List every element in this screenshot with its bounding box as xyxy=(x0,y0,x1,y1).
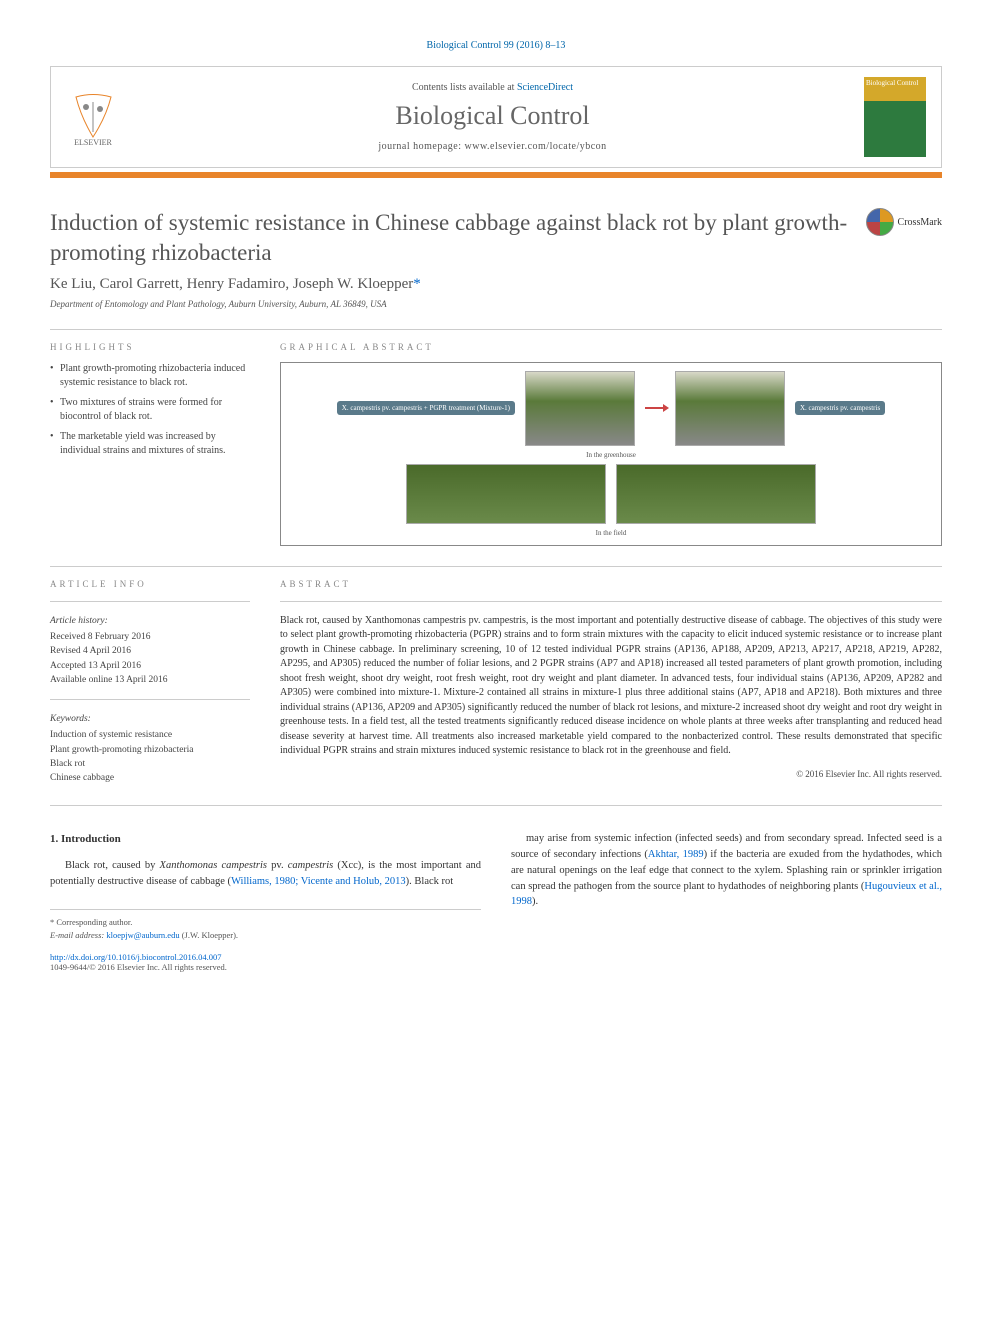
highlight-item: The marketable yield was increased by in… xyxy=(50,430,250,458)
header-reference: Biological Control 99 (2016) 8–13 xyxy=(50,40,942,51)
journal-cover-thumbnail: Biological Control xyxy=(864,77,926,157)
sciencedirect-link[interactable]: ScienceDirect xyxy=(517,82,573,93)
authors-line: Ke Liu, Carol Garrett, Henry Fadamiro, J… xyxy=(50,276,942,293)
ga-field-image-left xyxy=(406,464,606,524)
ga-treatment-label: X. campestris pv. campestris + PGPR trea… xyxy=(337,401,515,415)
highlight-item: Plant growth-promoting rhizobacteria ind… xyxy=(50,362,250,390)
issn-line: 1049-9644/© 2016 Elsevier Inc. All right… xyxy=(50,962,942,972)
history-label: Article history: xyxy=(50,614,250,628)
orange-divider-bar xyxy=(50,172,942,178)
graphical-abstract-label: GRAPHICAL ABSTRACT xyxy=(280,342,942,352)
article-title: Induction of systemic resistance in Chin… xyxy=(50,208,866,268)
ga-field-image-right xyxy=(616,464,816,524)
keyword: Black rot xyxy=(50,757,250,771)
corresponding-marker: * xyxy=(413,276,421,292)
ga-plant-image-left xyxy=(525,371,635,446)
date-received: Received 8 February 2016 xyxy=(50,630,250,644)
highlights-label: HIGHLIGHTS xyxy=(50,342,250,352)
ga-arrow-icon xyxy=(645,407,665,409)
ga-plant-image-right xyxy=(675,371,785,446)
contents-line: Contents lists available at ScienceDirec… xyxy=(121,82,864,93)
highlight-item: Two mixtures of strains were formed for … xyxy=(50,396,250,424)
elsevier-logo: ELSEVIER xyxy=(66,87,121,147)
article-info-block: Article history: Received 8 February 201… xyxy=(50,614,250,687)
divider xyxy=(50,805,942,806)
affiliation: Department of Entomology and Plant Patho… xyxy=(50,299,942,309)
email-link[interactable]: kloepjw@auburn.edu xyxy=(106,930,179,940)
corresp-label: * Corresponding author. xyxy=(50,916,481,929)
article-info-label: ARTICLE INFO xyxy=(50,579,250,589)
email-label: E-mail address: xyxy=(50,930,106,940)
copyright-line: © 2016 Elsevier Inc. All rights reserved… xyxy=(280,769,942,779)
journal-homepage: journal homepage: www.elsevier.com/locat… xyxy=(121,141,864,152)
ga-caption-greenhouse: In the greenhouse xyxy=(586,451,636,459)
crossmark-icon xyxy=(866,208,894,236)
divider xyxy=(50,699,250,700)
journal-name: Biological Control xyxy=(121,101,864,131)
keywords-block: Keywords: Induction of systemic resistan… xyxy=(50,712,250,785)
abstract-text: Black rot, caused by Xanthomonas campest… xyxy=(280,614,942,759)
journal-banner: ELSEVIER Contents lists available at Sci… xyxy=(50,66,942,168)
date-online: Available online 13 April 2016 xyxy=(50,673,250,687)
divider xyxy=(50,329,942,330)
date-revised: Revised 4 April 2016 xyxy=(50,644,250,658)
graphical-abstract: X. campestris pv. campestris + PGPR trea… xyxy=(280,362,942,546)
keyword: Induction of systemic resistance xyxy=(50,728,250,742)
keyword: Plant growth-promoting rhizobacteria xyxy=(50,743,250,757)
reference-link[interactable]: Akhtar, 1989 xyxy=(648,849,704,860)
ga-caption-field: In the field xyxy=(596,529,627,537)
intro-para-1: Black rot, caused by Xanthomonas campest… xyxy=(50,858,481,890)
doi-link[interactable]: http://dx.doi.org/10.1016/j.biocontrol.2… xyxy=(50,952,222,962)
divider xyxy=(280,601,942,602)
reference-link[interactable]: Williams, 1980; Vicente and Holub, 2013 xyxy=(231,876,406,887)
intro-para-2: may arise from systemic infection (infec… xyxy=(511,831,942,910)
corresponding-author-footer: * Corresponding author. E-mail address: … xyxy=(50,909,481,942)
divider xyxy=(50,566,942,567)
highlights-list: Plant growth-promoting rhizobacteria ind… xyxy=(50,362,250,458)
crossmark-badge[interactable]: CrossMark xyxy=(866,208,942,236)
date-accepted: Accepted 13 April 2016 xyxy=(50,659,250,673)
svg-text:ELSEVIER: ELSEVIER xyxy=(74,138,112,147)
keywords-label: Keywords: xyxy=(50,712,250,726)
divider xyxy=(50,601,250,602)
abstract-label: ABSTRACT xyxy=(280,579,942,589)
email-name: (J.W. Kloepper). xyxy=(180,930,238,940)
intro-heading: 1. Introduction xyxy=(50,831,481,848)
doi-block: http://dx.doi.org/10.1016/j.biocontrol.2… xyxy=(50,952,942,972)
keyword: Chinese cabbage xyxy=(50,771,250,785)
ga-pathogen-label: X. campestris pv. campestris xyxy=(795,401,885,415)
